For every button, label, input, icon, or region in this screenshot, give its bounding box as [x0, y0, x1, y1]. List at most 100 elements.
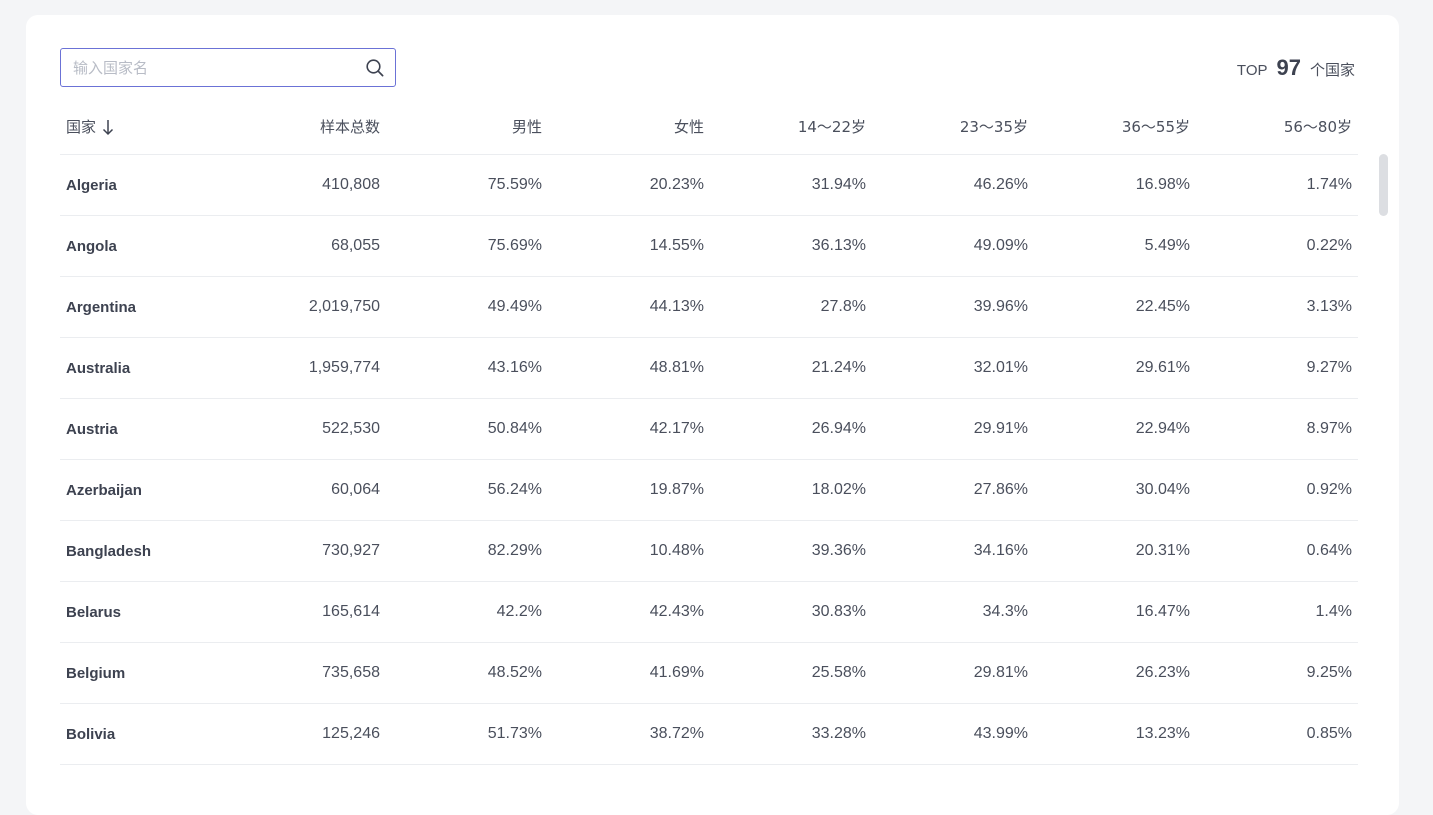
- cell-country: Bangladesh: [66, 542, 152, 560]
- country-search-input[interactable]: [73, 49, 353, 86]
- table-row[interactable]: Azerbaijan 60,064 56.24% 19.87% 18.02% 27.86%…: [60, 460, 1358, 521]
- cell-age-56-80: 9.25%: [1306, 664, 1352, 681]
- cell-age-36-55: 22.94%: [1135, 420, 1190, 437]
- count-prefix: TOP: [1236, 62, 1268, 79]
- cell-age-36-55: 26.23%: [1135, 664, 1190, 681]
- cell-male: 82.29%: [487, 542, 542, 559]
- table-header: 国家 样本总数 男性 女性 14～22岁 23～35岁 36～55岁 56～80…: [60, 99, 1358, 155]
- header-age-14-22[interactable]: 14～22岁: [797, 118, 866, 136]
- table-row[interactable]: Belgium 735,658 48.52% 41.69% 25.58% 29.81% 26…: [60, 643, 1358, 704]
- arrow-down-icon: [102, 119, 114, 135]
- table-row[interactable]: Bolivia 125,246 51.73% 38.72% 33.28% 43.99% 13…: [60, 704, 1358, 765]
- cell-age-36-55: 29.61%: [1135, 359, 1190, 376]
- cell-male: 43.16%: [487, 359, 542, 376]
- cell-age-56-80: 8.97%: [1306, 420, 1352, 437]
- cell-country: Australia: [66, 359, 131, 377]
- cell-age-14-22: 27.8%: [820, 298, 866, 315]
- cell-male: 75.59%: [487, 176, 542, 193]
- header-age-56-80[interactable]: 56～80岁: [1283, 118, 1352, 136]
- cell-age-36-55: 30.04%: [1135, 481, 1190, 498]
- cell-age-36-55: 16.98%: [1135, 176, 1190, 193]
- table-row[interactable]: Austria 522,530 50.84% 42.17% 26.94% 29.91% 22…: [60, 399, 1358, 460]
- header-female[interactable]: 女性: [673, 118, 704, 136]
- cell-age-23-35: 32.01%: [973, 359, 1028, 376]
- cell-age-56-80: 1.4%: [1315, 603, 1352, 620]
- cell-sample-total: 735,658: [322, 664, 380, 681]
- cell-age-56-80: 0.85%: [1306, 725, 1352, 742]
- cell-age-23-35: 46.26%: [973, 176, 1028, 193]
- cell-female: 19.87%: [649, 481, 704, 498]
- cell-sample-total: 1,959,774: [308, 359, 380, 376]
- count-suffix: 个国家: [1309, 61, 1355, 79]
- cell-country: Azerbaijan: [66, 481, 142, 499]
- header-sample-total[interactable]: 样本总数: [319, 118, 380, 136]
- cell-country: Bolivia: [66, 725, 116, 743]
- table-body: Algeria 410,808 75.59% 20.23% 31.94% 46.26% 16…: [60, 155, 1358, 765]
- table-row[interactable]: Algeria 410,808 75.59% 20.23% 31.94% 46.26% 16…: [60, 155, 1358, 216]
- country-count: TOP 97 个国家: [1237, 55, 1355, 81]
- cell-female: 48.81%: [649, 359, 704, 376]
- cell-age-56-80: 3.13%: [1306, 298, 1352, 315]
- count-number: 97: [1276, 55, 1301, 80]
- table-row[interactable]: Argentina 2,019,750 49.49% 44.13% 27.8% 39.96…: [60, 277, 1358, 338]
- cell-sample-total: 522,530: [322, 420, 380, 437]
- cell-age-36-55: 13.23%: [1135, 725, 1190, 742]
- table-row[interactable]: Belarus 165,614 42.2% 42.43% 30.83% 34.3% 16.4…: [60, 582, 1358, 643]
- cell-age-14-22: 21.24%: [811, 359, 866, 376]
- cell-male: 56.24%: [487, 481, 542, 498]
- cell-sample-total: 730,927: [322, 542, 380, 559]
- cell-female: 41.69%: [649, 664, 704, 681]
- cell-sample-total: 68,055: [331, 237, 380, 254]
- table-row[interactable]: Bangladesh 730,927 82.29% 10.48% 39.36% 34.16…: [60, 521, 1358, 582]
- cell-age-56-80: 9.27%: [1306, 359, 1352, 376]
- search-icon[interactable]: [365, 58, 385, 78]
- country-stats-card: TOP 97 个国家 国家 样本总数 男性 女性 14～22岁 23～35岁 3…: [26, 15, 1399, 815]
- search-box[interactable]: [60, 48, 396, 87]
- country-table: 国家 样本总数 男性 女性 14～22岁 23～35岁 36～55岁 56～80…: [60, 99, 1358, 765]
- cell-sample-total: 60,064: [331, 481, 380, 498]
- cell-age-23-35: 49.09%: [973, 237, 1028, 254]
- header-male[interactable]: 男性: [511, 118, 542, 136]
- cell-age-23-35: 34.16%: [973, 542, 1028, 559]
- cell-female: 42.43%: [649, 603, 704, 620]
- header-country-label: 国家: [66, 118, 97, 136]
- cell-age-14-22: 26.94%: [811, 420, 866, 437]
- cell-male: 50.84%: [487, 420, 542, 437]
- header-age-23-35[interactable]: 23～35岁: [959, 118, 1028, 136]
- cell-age-36-55: 20.31%: [1135, 542, 1190, 559]
- cell-male: 48.52%: [487, 664, 542, 681]
- cell-age-56-80: 1.74%: [1306, 176, 1352, 193]
- cell-age-23-35: 39.96%: [973, 298, 1028, 315]
- cell-country: Belgium: [66, 664, 126, 682]
- cell-age-23-35: 43.99%: [973, 725, 1028, 742]
- cell-male: 51.73%: [487, 725, 542, 742]
- cell-age-36-55: 5.49%: [1144, 237, 1190, 254]
- cell-male: 75.69%: [487, 237, 542, 254]
- cell-sample-total: 2,019,750: [308, 298, 380, 315]
- sort-country-button[interactable]: 国家: [66, 116, 114, 137]
- cell-sample-total: 165,614: [322, 603, 380, 620]
- cell-male: 49.49%: [487, 298, 542, 315]
- table-row[interactable]: Angola 68,055 75.69% 14.55% 36.13% 49.09% 5.49…: [60, 216, 1358, 277]
- cell-age-23-35: 29.91%: [973, 420, 1028, 437]
- cell-female: 20.23%: [649, 176, 704, 193]
- header-country[interactable]: 国家: [60, 116, 220, 137]
- table-row[interactable]: Australia 1,959,774 43.16% 48.81% 21.24% 32.0…: [60, 338, 1358, 399]
- cell-age-14-22: 18.02%: [811, 481, 866, 498]
- cell-age-23-35: 34.3%: [982, 603, 1028, 620]
- cell-female: 44.13%: [649, 298, 704, 315]
- cell-sample-total: 125,246: [322, 725, 380, 742]
- cell-age-23-35: 27.86%: [973, 481, 1028, 498]
- cell-female: 38.72%: [649, 725, 704, 742]
- cell-age-14-22: 31.94%: [811, 176, 866, 193]
- cell-female: 10.48%: [649, 542, 704, 559]
- header-age-36-55[interactable]: 36～55岁: [1121, 118, 1190, 136]
- cell-country: Argentina: [66, 298, 137, 316]
- cell-age-36-55: 22.45%: [1135, 298, 1190, 315]
- cell-age-14-22: 33.28%: [811, 725, 866, 742]
- scrollbar-thumb[interactable]: [1379, 154, 1388, 216]
- cell-age-56-80: 0.92%: [1306, 481, 1352, 498]
- cell-female: 14.55%: [649, 237, 704, 254]
- cell-country: Belarus: [66, 603, 122, 621]
- cell-age-36-55: 16.47%: [1135, 603, 1190, 620]
